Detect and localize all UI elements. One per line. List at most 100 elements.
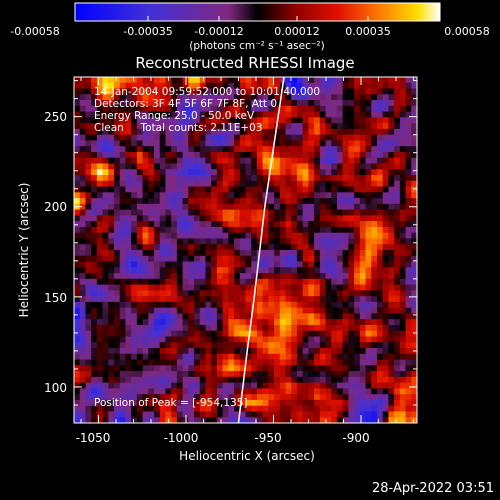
- heatmap-cell: [319, 267, 327, 274]
- heatmap-cell: [171, 296, 178, 303]
- heatmap-cell: [234, 146, 241, 153]
- heatmap-cell: [268, 105, 275, 113]
- heatmap-cell: [411, 163, 417, 170]
- heatmap-cell: [302, 411, 309, 418]
- heatmap-cell: [102, 128, 109, 136]
- heatmap-cell: [108, 382, 115, 389]
- heatmap-cell: [171, 175, 178, 182]
- heatmap-cell: [268, 117, 275, 124]
- heatmap-cell: [222, 388, 229, 395]
- heatmap-cell: [256, 376, 264, 384]
- heatmap-cell: [411, 313, 417, 320]
- heatmap-cell: [96, 94, 104, 101]
- heatmap-cell: [291, 94, 298, 101]
- heatmap-cell: [228, 128, 235, 136]
- x-tick-label-1: -1000: [164, 431, 199, 445]
- heatmap-cell: [96, 394, 104, 401]
- heatmap-cell: [136, 250, 144, 257]
- heatmap-cell: [108, 94, 115, 101]
- heatmap-cell: [182, 238, 189, 245]
- heatmap-cell: [239, 175, 247, 182]
- heatmap-cell: [211, 290, 218, 297]
- heatmap-cell: [279, 324, 287, 332]
- heatmap-cell: [131, 307, 138, 315]
- heatmap-cell: [348, 117, 355, 124]
- heatmap-cell: [171, 365, 178, 372]
- heatmap-cell: [354, 394, 361, 401]
- heatmap-cell: [171, 123, 178, 130]
- heatmap-cell: [348, 209, 355, 216]
- time-range-annotation: 14-Jan-2004 09:59:52.000 to 10:01:40.000: [94, 86, 321, 98]
- heatmap-cell: [136, 278, 144, 286]
- heatmap-cell: [394, 77, 401, 84]
- heatmap-cell: [331, 117, 338, 124]
- heatmap-cell: [114, 388, 121, 395]
- heatmap-cell: [125, 313, 132, 320]
- heatmap-cell: [188, 273, 195, 280]
- heatmap-cell: [291, 399, 298, 407]
- heatmap-cell: [342, 94, 349, 101]
- heatmap-cell: [91, 348, 98, 355]
- heatmap-cell: [182, 163, 189, 170]
- heatmap-cell: [234, 296, 241, 303]
- heatmap-cell: [159, 255, 167, 263]
- heatmap-cell: [376, 348, 384, 355]
- heatmap-cell: [216, 111, 224, 118]
- heatmap-cell: [291, 82, 298, 90]
- heatmap-cell: [148, 198, 155, 205]
- heatmap-cell: [119, 209, 127, 216]
- heatmap-cell: [314, 221, 321, 228]
- heatmap-cell: [274, 198, 281, 205]
- heatmap-cell: [314, 290, 321, 297]
- heatmap-cell: [102, 244, 109, 251]
- heatmap-cell: [182, 399, 189, 407]
- heatmap-cell: [222, 301, 229, 309]
- heatmap-cell: [388, 324, 395, 332]
- heatmap-cell: [102, 394, 109, 401]
- heatmap-cell: [388, 394, 395, 401]
- heatmap-cell: [91, 82, 98, 90]
- heatmap-cell: [96, 111, 104, 118]
- heatmap-cell: [79, 376, 87, 384]
- heatmap-cell: [285, 157, 292, 165]
- heatmap-cell: [91, 215, 98, 222]
- heatmap-cell: [285, 376, 292, 384]
- heatmap-cell: [354, 371, 361, 378]
- heatmap-cell: [359, 417, 367, 423]
- heatmap-cell: [159, 192, 167, 199]
- heatmap-cell: [382, 353, 390, 361]
- heatmap-cell: [148, 221, 155, 228]
- heatmap-cell: [268, 163, 275, 170]
- heatmap-cell: [411, 215, 417, 222]
- heatmap-cell: [399, 244, 407, 251]
- heatmap-cell: [365, 192, 372, 199]
- heatmap-cell: [308, 296, 315, 303]
- heatmap-cell: [74, 267, 81, 274]
- heatmap-cell: [268, 336, 275, 343]
- heatmap-cell: [405, 417, 412, 423]
- heatmap-cell: [222, 88, 229, 95]
- heatmap-cell: [325, 175, 332, 182]
- heatmap-cell: [245, 359, 252, 366]
- heatmap-cell: [291, 301, 298, 309]
- heatmap-cell: [114, 134, 121, 142]
- heatmap-cell: [359, 301, 367, 309]
- heatmap-cell: [399, 117, 407, 124]
- heatmap-cell: [188, 382, 195, 389]
- heatmap-cell: [274, 175, 281, 182]
- heatmap-cell: [285, 163, 292, 170]
- heatmap-cell: [268, 267, 275, 274]
- heatmap-cell: [319, 209, 327, 216]
- heatmap-cell: [274, 244, 281, 251]
- heatmap-cell: [331, 417, 338, 423]
- heatmap-cell: [256, 307, 264, 315]
- heatmap-cell: [314, 411, 321, 418]
- heatmap-cell: [136, 330, 144, 338]
- heatmap-cell: [96, 307, 104, 315]
- heatmap-cell: [268, 151, 275, 159]
- heatmap-cell: [394, 301, 401, 309]
- heatmap-cell: [256, 267, 264, 274]
- heatmap-cell: [171, 163, 178, 170]
- heatmap-cell: [216, 163, 224, 170]
- heatmap-cell: [325, 394, 332, 401]
